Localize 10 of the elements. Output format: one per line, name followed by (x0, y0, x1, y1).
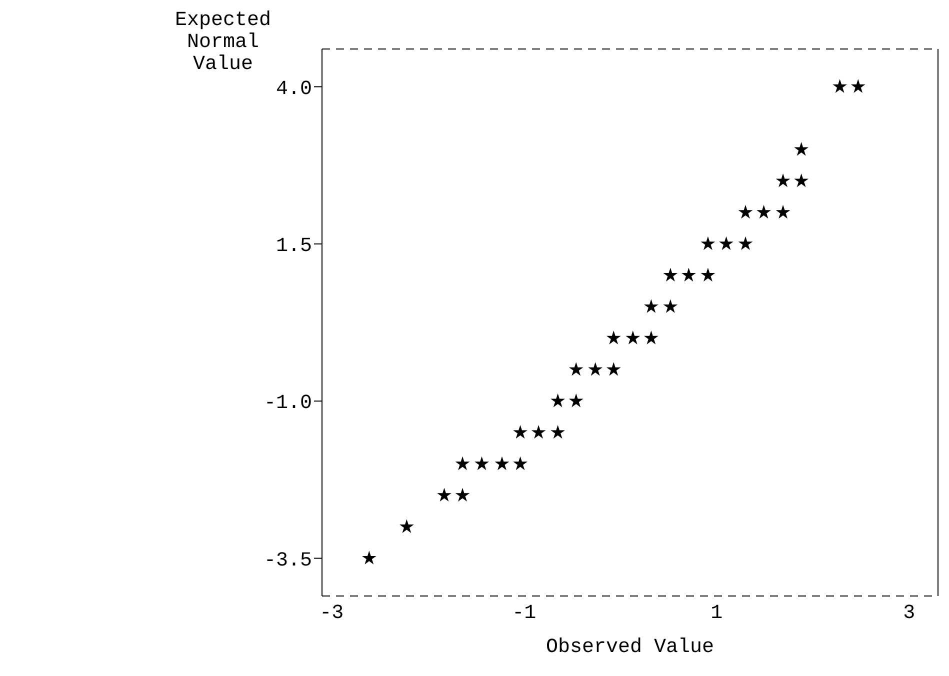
x-tick-label: -1 (512, 602, 536, 626)
x-tick-label: 1 (710, 602, 723, 626)
y-tick-label: 1.5 (276, 235, 312, 258)
y-tick-label: -1.0 (264, 392, 312, 416)
y-tick-label: -3.5 (264, 549, 312, 572)
y-axis-title: Expected Normal Value (174, 9, 272, 76)
x-axis-title: Observed Value (546, 636, 714, 659)
y-tick-label: 4.0 (276, 78, 312, 101)
x-tick-label: -3 (320, 602, 344, 626)
x-tick-label: 3 (903, 602, 916, 626)
